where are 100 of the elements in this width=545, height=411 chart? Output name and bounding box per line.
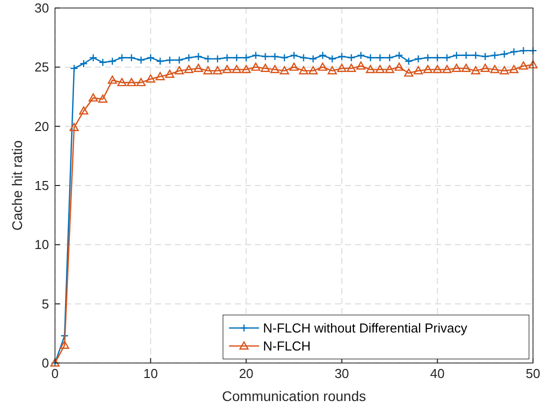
point	[260, 64, 270, 72]
y-tick-label: 30	[34, 0, 49, 16]
point	[175, 56, 184, 64]
point	[136, 78, 146, 86]
point	[290, 51, 298, 60]
point	[60, 332, 69, 340]
point	[70, 64, 78, 72]
point	[108, 57, 116, 66]
point	[156, 57, 164, 66]
point	[356, 51, 366, 60]
point	[194, 64, 203, 72]
point	[146, 74, 156, 83]
x-tick-label: 50	[526, 366, 540, 381]
point	[232, 54, 241, 62]
point	[270, 52, 279, 61]
y-axis-title: Cache hit ratio	[9, 140, 25, 231]
point	[70, 122, 79, 132]
point	[118, 54, 126, 62]
point	[442, 64, 452, 74]
point	[88, 93, 98, 102]
point	[166, 56, 174, 64]
point	[117, 78, 127, 86]
point	[298, 66, 308, 74]
y-tick-label: 20	[34, 118, 49, 134]
point	[222, 64, 232, 74]
point	[528, 60, 538, 68]
point	[328, 66, 337, 74]
point	[79, 106, 88, 115]
point	[518, 61, 528, 70]
point	[251, 62, 260, 71]
point	[280, 54, 289, 62]
point	[414, 66, 423, 74]
point	[510, 48, 518, 56]
point	[136, 56, 146, 64]
point	[414, 54, 422, 63]
point	[376, 54, 384, 62]
point	[299, 54, 308, 62]
point	[471, 66, 480, 74]
point	[500, 66, 509, 74]
point	[126, 78, 136, 86]
point	[252, 51, 260, 60]
y-tick-label: 10	[34, 237, 49, 252]
point	[404, 68, 414, 77]
x-tick-label: 10	[143, 366, 158, 381]
point	[395, 51, 404, 60]
point	[242, 64, 251, 74]
point	[375, 64, 385, 74]
point	[174, 66, 184, 74]
point	[366, 64, 376, 74]
point	[270, 64, 280, 74]
point	[80, 60, 88, 68]
point	[309, 54, 318, 63]
point	[165, 70, 174, 78]
point	[432, 64, 442, 74]
point	[318, 51, 327, 60]
x-axis-title: Communication rounds	[222, 388, 366, 404]
point	[490, 51, 499, 60]
point	[280, 66, 290, 74]
point	[481, 52, 490, 61]
point	[184, 54, 193, 62]
point	[472, 51, 480, 60]
legend-label: N-FLCH	[263, 338, 311, 354]
point	[462, 51, 470, 60]
point	[89, 54, 98, 62]
point	[366, 54, 375, 62]
point	[212, 66, 222, 74]
point	[509, 64, 518, 74]
point	[490, 64, 500, 74]
point	[60, 340, 70, 349]
point	[452, 64, 462, 72]
point	[519, 46, 528, 55]
point	[261, 52, 270, 61]
point	[461, 64, 471, 72]
point	[203, 66, 213, 74]
point	[318, 62, 328, 71]
point	[232, 64, 242, 74]
point	[347, 54, 356, 62]
point	[394, 62, 404, 71]
point	[404, 57, 413, 66]
point	[127, 54, 136, 62]
point	[184, 64, 194, 74]
point	[480, 64, 490, 72]
point	[386, 54, 394, 62]
point	[452, 51, 461, 60]
point	[108, 76, 117, 84]
point	[98, 94, 108, 103]
point	[194, 52, 202, 61]
point	[356, 61, 366, 70]
point	[385, 64, 394, 74]
point	[500, 50, 508, 58]
x-tick-label: 30	[334, 366, 350, 381]
point	[337, 64, 346, 72]
point	[146, 54, 155, 62]
point	[242, 54, 250, 62]
point	[308, 66, 318, 74]
point	[204, 54, 212, 63]
point	[338, 52, 346, 61]
x-tick-label: 40	[430, 366, 445, 381]
point	[424, 54, 432, 62]
point	[156, 72, 165, 80]
